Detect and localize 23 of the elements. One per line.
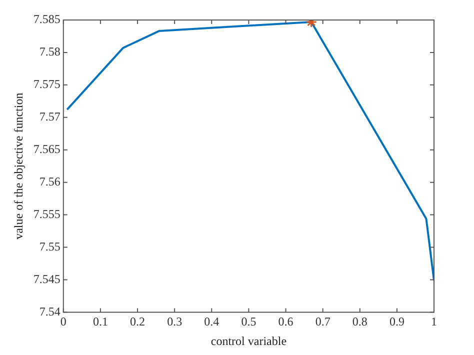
y-tick-label: 7.585 — [33, 12, 60, 26]
x-tick-label: 0.4 — [204, 314, 220, 329]
y-tick-label: 7.555 — [33, 206, 60, 221]
x-tick-label: 0.9 — [389, 314, 404, 329]
x-tick-label: 0.3 — [167, 314, 182, 329]
y-tick-label: 7.56 — [39, 174, 60, 188]
y-tick-label: 7.54 — [39, 304, 60, 318]
y-tick-label: 7.565 — [33, 142, 60, 156]
x-tick-label: 0.5 — [241, 314, 256, 329]
x-tick-label: 0.6 — [278, 314, 294, 329]
y-tick-label: 7.55 — [39, 239, 60, 254]
x-tick-label: 0.1 — [92, 314, 108, 329]
y-tick-label: 7.58 — [39, 44, 60, 59]
x-tick-label: 0.8 — [352, 314, 368, 329]
y-tick-label: 7.575 — [33, 77, 60, 92]
y-tick-label: 7.545 — [33, 272, 60, 286]
x-tick-label: 0 — [60, 314, 66, 329]
x-axis-title: control variable — [210, 334, 287, 348]
y-tick-label: 7.57 — [39, 110, 60, 124]
x-tick-label: 0.2 — [130, 314, 146, 329]
y-axis-title: value of the objective function — [11, 92, 26, 240]
x-tick-label: 0.7 — [315, 314, 330, 329]
x-tick-label: 1 — [431, 314, 437, 329]
